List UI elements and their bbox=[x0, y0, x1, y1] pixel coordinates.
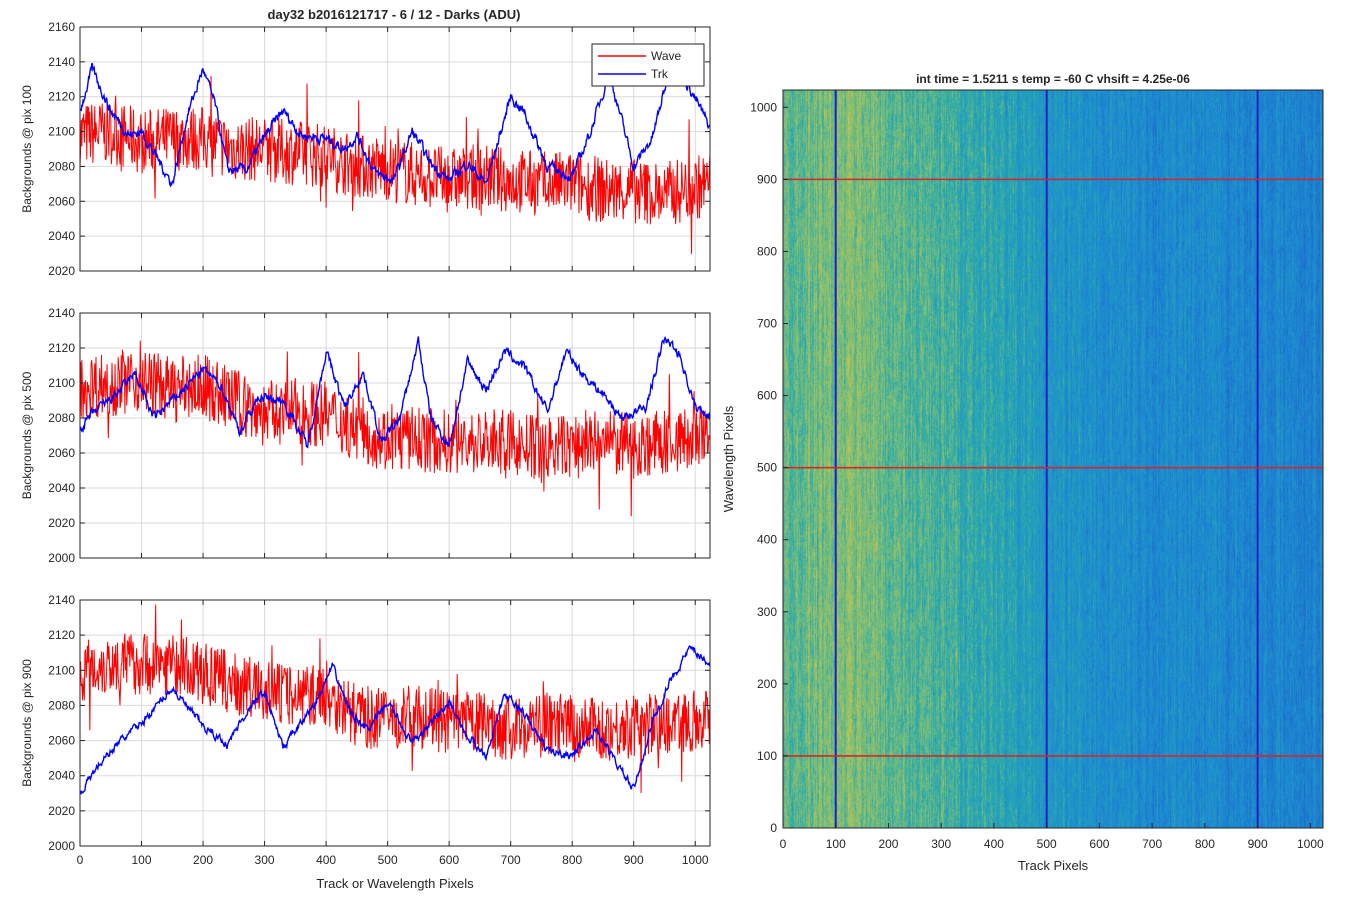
y-tick-label: 2060 bbox=[48, 446, 75, 460]
x-axis-label: Track Pixels bbox=[1018, 858, 1089, 873]
y-tick-label: 0 bbox=[770, 821, 777, 835]
line-chart-middle: 2000 2020 2040 2060 2080 2100 2120 2140 Backgrou… bbox=[20, 306, 711, 565]
series-group bbox=[80, 62, 710, 254]
y-tick-label: 500 bbox=[757, 461, 777, 475]
y-tick-label: 1000 bbox=[750, 100, 777, 114]
heatmap-chart: 0 100 200 300 400 500 600 700 800 900 1000 0 100 200 3… bbox=[721, 72, 1324, 873]
x-tick-label: 900 bbox=[1248, 837, 1268, 851]
series-line-trk bbox=[80, 645, 710, 796]
figure-title: day32 b2016121717 - 6 / 12 - Darks (ADU) bbox=[268, 7, 521, 22]
x-tick-label: 200 bbox=[193, 853, 213, 867]
y-tick-label: 2080 bbox=[48, 159, 75, 173]
x-tick-label: 300 bbox=[255, 853, 275, 867]
x-tick-label: 300 bbox=[931, 837, 951, 851]
y-tick-label: 200 bbox=[757, 677, 777, 691]
series-line-trk bbox=[80, 336, 710, 449]
x-tick-label: 700 bbox=[1142, 837, 1162, 851]
y-tick-label: 2120 bbox=[48, 628, 75, 642]
y-tick-label: 2100 bbox=[48, 376, 75, 390]
heatmap-title: int time = 1.5211 s temp = -60 C vhsift … bbox=[916, 72, 1190, 86]
y-tick-label: 2140 bbox=[48, 306, 75, 320]
y-tick-label: 2040 bbox=[48, 481, 75, 495]
legend-label-wave: Wave bbox=[651, 49, 682, 63]
y-axis-label: Backgrounds @ pix 500 bbox=[20, 371, 34, 499]
x-tick-label: 400 bbox=[984, 837, 1004, 851]
y-tick-label: 2060 bbox=[48, 734, 75, 748]
y-tick-label: 2120 bbox=[48, 341, 75, 355]
x-tick-label: 500 bbox=[1037, 837, 1057, 851]
axes-box bbox=[79, 26, 711, 272]
line-chart-bottom: 0 100 200 300 400 500 600 700 800 900 1000 2000 2020… bbox=[20, 593, 711, 891]
series-line-wave bbox=[80, 75, 710, 254]
series-group bbox=[80, 604, 710, 796]
series-line-wave bbox=[80, 340, 710, 517]
x-tick-label: 800 bbox=[1195, 837, 1215, 851]
y-axis-label: Backgrounds @ pix 900 bbox=[20, 659, 34, 787]
x-tick-label: 500 bbox=[378, 853, 398, 867]
y-tick-label: 2160 bbox=[48, 20, 75, 34]
y-tick-label: 2100 bbox=[48, 663, 75, 677]
x-tick-label: 100 bbox=[132, 853, 152, 867]
y-tick-label: 600 bbox=[757, 389, 777, 403]
y-tick-label: 300 bbox=[757, 605, 777, 619]
x-tick-label: 100 bbox=[826, 837, 846, 851]
y-tick-label: 2060 bbox=[48, 194, 75, 208]
x-tick-label: 1000 bbox=[682, 853, 709, 867]
y-tick-label: 2000 bbox=[48, 551, 75, 565]
x-tick-label: 0 bbox=[77, 853, 84, 867]
y-tick-label: 2140 bbox=[48, 55, 75, 69]
y-tick-label: 800 bbox=[757, 244, 777, 258]
y-tick-label: 2000 bbox=[48, 839, 75, 853]
y-tick-label: 2140 bbox=[48, 593, 75, 607]
x-axis-label: Track or Wavelength Pixels bbox=[316, 876, 474, 891]
x-tick-label: 700 bbox=[501, 853, 521, 867]
x-tick-label: 600 bbox=[439, 853, 459, 867]
series-group bbox=[80, 336, 710, 517]
y-tick-label: 2120 bbox=[48, 90, 75, 104]
heatmap-image bbox=[783, 90, 1323, 828]
y-tick-label: 2080 bbox=[48, 698, 75, 712]
y-axis-label: Backgrounds @ pix 100 bbox=[20, 85, 34, 213]
x-tick-label: 900 bbox=[624, 853, 644, 867]
axes-box bbox=[79, 312, 711, 559]
legend: Wave Trk bbox=[591, 43, 705, 87]
y-axis-label: Wavelength Pixels bbox=[721, 405, 736, 512]
x-tick-label: 800 bbox=[562, 853, 582, 867]
y-tick-label: 700 bbox=[757, 317, 777, 331]
legend-label-trk: Trk bbox=[651, 67, 669, 81]
legend-box bbox=[591, 43, 705, 87]
x-tick-label: 400 bbox=[316, 853, 336, 867]
series-line-trk bbox=[80, 62, 710, 188]
y-tick-label: 2020 bbox=[48, 516, 75, 530]
y-tick-label: 2020 bbox=[48, 264, 75, 278]
x-tick-label: 200 bbox=[878, 837, 898, 851]
axes-box bbox=[79, 599, 711, 847]
y-tick-label: 2040 bbox=[48, 229, 75, 243]
y-tick-label: 900 bbox=[757, 172, 777, 186]
y-tick-label: 400 bbox=[757, 533, 777, 547]
series-line-wave bbox=[80, 604, 710, 794]
x-tick-label: 600 bbox=[1089, 837, 1109, 851]
y-tick-label: 2080 bbox=[48, 411, 75, 425]
y-tick-label: 2020 bbox=[48, 804, 75, 818]
x-tick-label: 0 bbox=[780, 837, 787, 851]
y-tick-label: 100 bbox=[757, 749, 777, 763]
axes-box bbox=[782, 89, 1324, 829]
x-tick-label: 1000 bbox=[1297, 837, 1324, 851]
y-tick-label: 2040 bbox=[48, 769, 75, 783]
line-chart-top: 2020 2040 2060 2080 2100 2120 2140 2160 Backgrou… bbox=[20, 20, 711, 278]
y-tick-label: 2100 bbox=[48, 125, 75, 139]
